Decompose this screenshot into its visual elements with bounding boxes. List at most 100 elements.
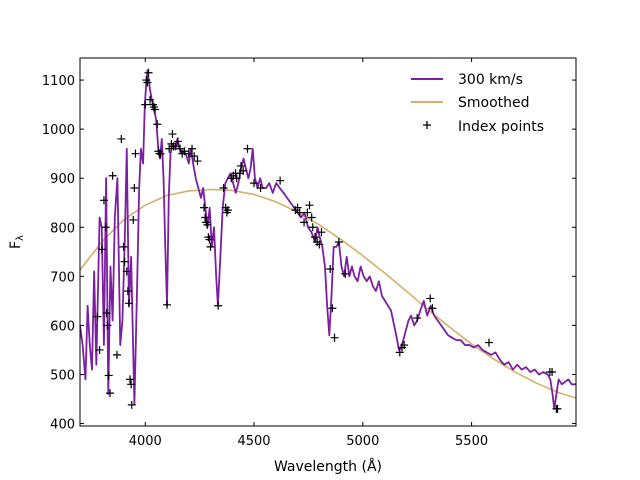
index-point-marker — [127, 380, 136, 389]
y-tick-label: 700 — [50, 270, 75, 285]
index-point-marker — [101, 223, 110, 232]
y-tick-label: 1100 — [42, 74, 75, 89]
index-point-marker — [334, 238, 343, 246]
index-point-marker — [163, 300, 172, 309]
index-point-marker — [395, 348, 404, 357]
index-point-marker — [124, 299, 133, 308]
index-point-marker — [305, 201, 314, 210]
index-point-marker — [243, 144, 252, 153]
index-point-marker — [484, 338, 493, 347]
index-point-marker — [236, 161, 245, 170]
index-point-marker — [102, 309, 111, 318]
index-point-marker — [205, 235, 214, 244]
index-point-marker — [203, 220, 212, 229]
index-point-marker — [97, 245, 106, 254]
index-point-marker — [276, 176, 285, 185]
index-point-marker — [256, 184, 265, 193]
index-point-marker — [184, 149, 193, 158]
y-tick-label: 1000 — [42, 123, 75, 138]
index-point-marker — [112, 350, 121, 359]
index-point-marker — [328, 304, 337, 313]
index-point-marker — [103, 321, 112, 330]
index-point-marker — [303, 208, 312, 217]
index-point-marker — [295, 208, 304, 217]
index-point-marker — [193, 157, 202, 166]
index-point-marker — [165, 144, 174, 153]
index-point-marker — [548, 368, 557, 377]
index-point-marker — [106, 389, 115, 398]
index-point-marker — [200, 203, 208, 212]
index-point-marker — [93, 312, 102, 321]
index-point-marker — [130, 184, 139, 193]
tick-layer — [80, 58, 576, 426]
index-point-marker — [201, 213, 210, 222]
legend: 300 km/s Smoothed Index points — [411, 72, 544, 135]
index-point-marker — [176, 144, 185, 153]
index-point-marker — [153, 120, 162, 129]
index-point-marker — [180, 147, 189, 156]
x-tick-label: 4500 — [237, 434, 270, 449]
series-layer — [80, 68, 576, 413]
index-point-marker — [122, 267, 131, 276]
index-point-marker — [143, 78, 152, 87]
index-point-marker — [144, 68, 153, 77]
index-point-marker — [428, 304, 437, 313]
index-point-marker — [95, 345, 104, 354]
index-point-marker — [223, 206, 232, 215]
index-point-marker — [250, 179, 259, 188]
y-axis-label: Fλ — [8, 235, 26, 249]
index-point-marker — [190, 152, 199, 161]
index-point-marker — [120, 257, 129, 266]
index-point-marker — [141, 100, 150, 109]
x-tick-label: 5000 — [346, 434, 379, 449]
index-point-marker — [173, 137, 182, 146]
index-point-marker — [126, 375, 135, 384]
x-tick-label: 4000 — [129, 434, 162, 449]
y-tick-label: 800 — [50, 221, 75, 236]
y-tick-label: 600 — [50, 319, 75, 334]
index-point-marker — [119, 242, 128, 251]
index-point-marker — [307, 213, 316, 222]
index-point-marker — [293, 203, 302, 212]
index-point-marker — [146, 95, 155, 104]
index-point-marker — [400, 341, 409, 350]
index-point-marker — [117, 134, 126, 143]
legend-label-smoothed: Smoothed — [458, 95, 530, 111]
x-tick-label: 5500 — [455, 434, 488, 449]
plot-frame — [79, 57, 577, 427]
index-point-marker — [315, 240, 324, 249]
index-point-marker — [156, 149, 165, 158]
index-point-marker — [131, 149, 140, 158]
index-point-marker — [308, 223, 317, 232]
y-axis-label-sub: λ — [15, 235, 26, 241]
index-point-marker — [239, 166, 248, 175]
index-point-marker — [108, 171, 117, 180]
y-tick-label: 500 — [50, 368, 75, 383]
index-point-marker — [219, 184, 228, 193]
index-point-marker — [168, 130, 177, 139]
index-point-marker — [326, 264, 335, 273]
index-point-marker — [188, 144, 197, 153]
x-axis-label: Wavelength (Å) — [274, 458, 382, 475]
y-axis-label-main: F — [8, 241, 24, 249]
index-point-marker — [129, 215, 138, 224]
y-tick-label: 400 — [50, 418, 75, 433]
index-point-marker — [232, 174, 241, 183]
index-point-marker — [341, 269, 350, 278]
index-point-marker — [330, 333, 339, 342]
legend-marker-index-points — [423, 121, 431, 129]
index-point-marker — [317, 228, 326, 237]
index-point-marker — [104, 371, 113, 380]
index-point-marker — [300, 218, 309, 227]
index-point-marker — [413, 314, 422, 323]
index-point-marker — [99, 196, 108, 205]
index-point-marker — [151, 105, 160, 114]
index-point-marker — [123, 287, 132, 296]
tick-labels: 4000 4500 5000 5500 400 500 600 700 800 900 1000 11… — [42, 74, 488, 449]
legend-label-300kms: 300 km/s — [458, 72, 523, 88]
index-point-marker — [127, 400, 136, 409]
legend-label-index-points: Index points — [458, 119, 544, 135]
index-point-marker — [171, 142, 180, 151]
y-tick-label: 900 — [50, 172, 75, 187]
